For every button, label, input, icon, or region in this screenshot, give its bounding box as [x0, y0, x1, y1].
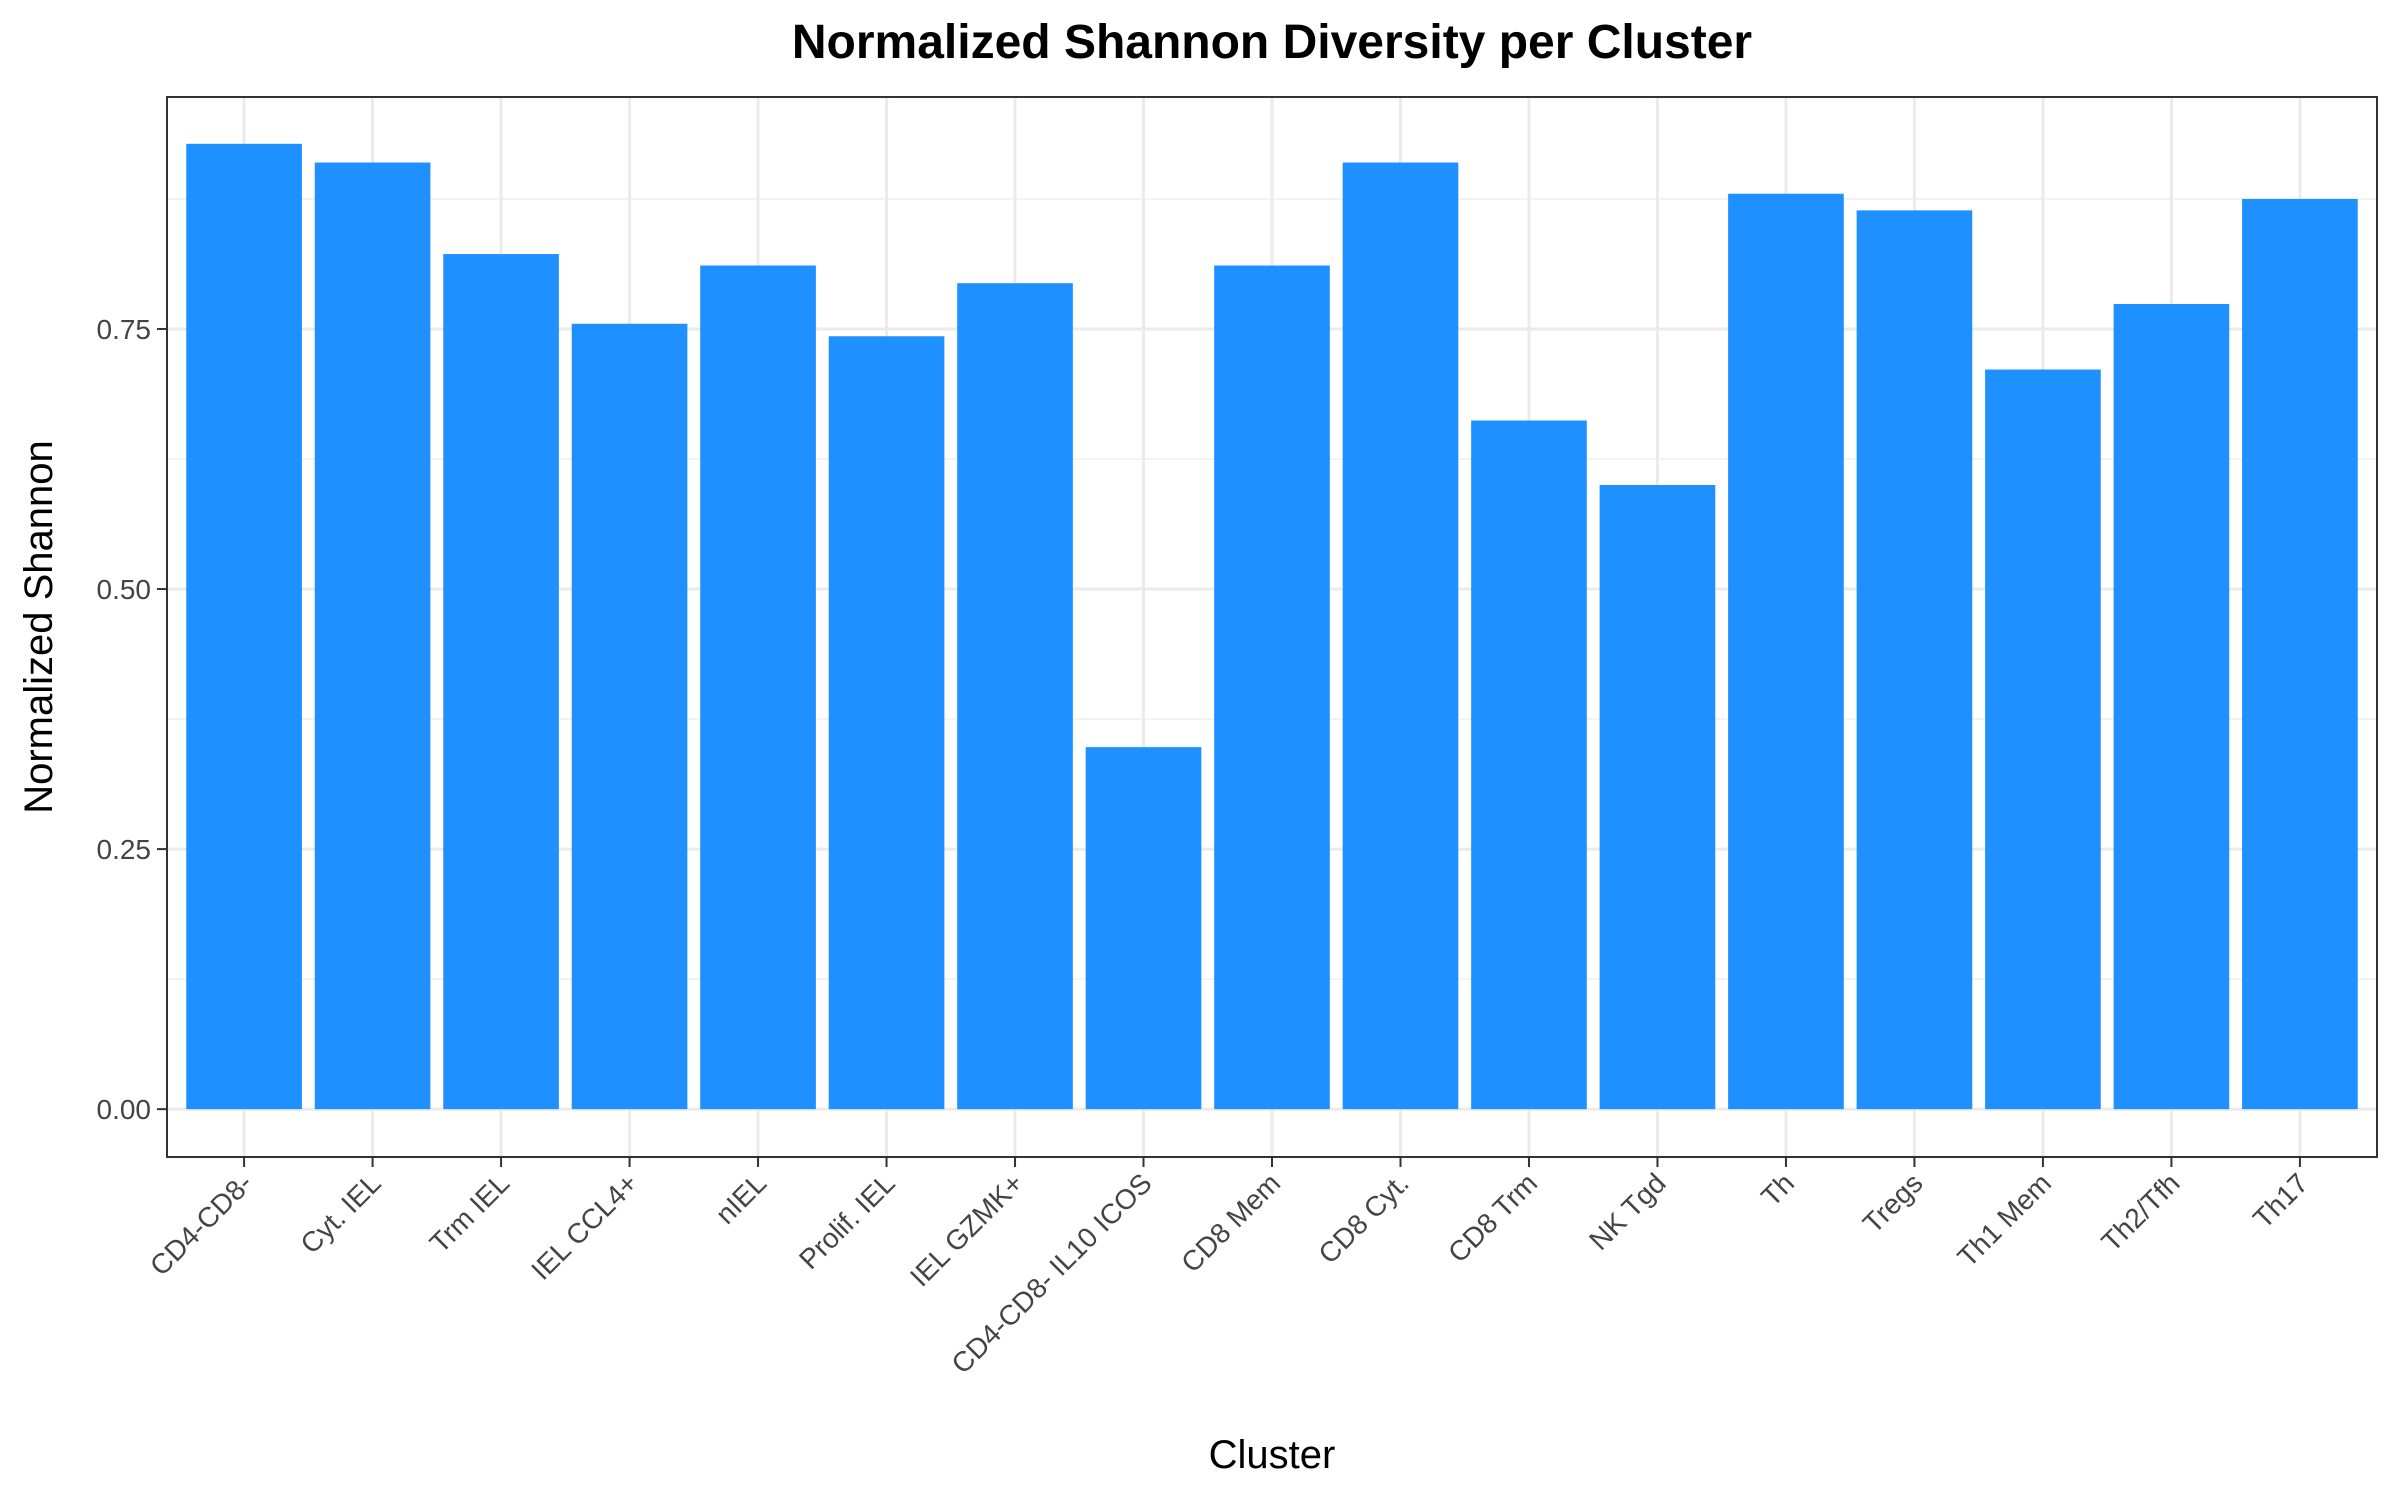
x-tick-label: CD8 Cyt.: [1312, 1167, 1414, 1269]
x-tick-label: NK Tgd: [1583, 1167, 1672, 1256]
x-tick-label: Cyt. IEL: [294, 1167, 386, 1259]
x-tick-label: IEL CCL4+: [525, 1167, 644, 1286]
bars: [186, 143, 2358, 1110]
x-tick-label: IEL GZMK+: [904, 1167, 1029, 1292]
x-tick-label: CD8 Mem: [1175, 1167, 1286, 1278]
bar: [700, 265, 816, 1110]
bar: [1985, 369, 2101, 1110]
x-tick-label: Th1 Mem: [1952, 1167, 2058, 1273]
x-axis: CD4-CD8- Cyt. IEL Trm IEL IEL CCL4+ nIEL Prol…: [144, 1157, 2314, 1380]
bar: [443, 254, 559, 1110]
x-tick-label: Th2/Tfh: [2096, 1167, 2186, 1257]
bar: [1214, 265, 1330, 1110]
x-tick-label: Th17: [2247, 1167, 2314, 1234]
x-tick-label: Trm IEL: [424, 1167, 516, 1259]
y-axis-title: Normalized Shannon: [17, 440, 61, 814]
y-tick-label: 0.75: [97, 314, 152, 345]
bar: [828, 336, 945, 1110]
bar: [957, 283, 1073, 1110]
y-tick-label: 0.50: [97, 574, 152, 605]
bar: [1728, 193, 1844, 1110]
chart-title: Normalized Shannon Diversity per Cluster: [792, 16, 1752, 69]
bar: [186, 143, 302, 1110]
x-tick-label: Th: [1755, 1167, 1800, 1212]
bar: [1471, 420, 1587, 1110]
y-tick-label: 0.25: [97, 834, 152, 865]
y-axis: 0.00 0.25 0.50 0.75: [97, 314, 167, 1125]
bar: [314, 162, 431, 1110]
bar: [1342, 162, 1459, 1110]
x-tick-label: Tregs: [1857, 1167, 1929, 1239]
bar: [1085, 747, 1202, 1110]
y-tick-label: 0.00: [97, 1094, 152, 1125]
x-tick-label: Prolif. IEL: [793, 1167, 901, 1275]
x-tick-label: nIEL: [710, 1167, 773, 1230]
bar: [2242, 198, 2358, 1110]
bar: [2113, 304, 2230, 1110]
bar: [1856, 210, 1973, 1110]
x-tick-label: CD8 Trm: [1442, 1167, 1543, 1268]
bar: [571, 323, 688, 1110]
x-tick-label: CD4-CD8-: [144, 1167, 258, 1281]
x-axis-title: Cluster: [1209, 1433, 1336, 1477]
bar: [1599, 485, 1716, 1110]
